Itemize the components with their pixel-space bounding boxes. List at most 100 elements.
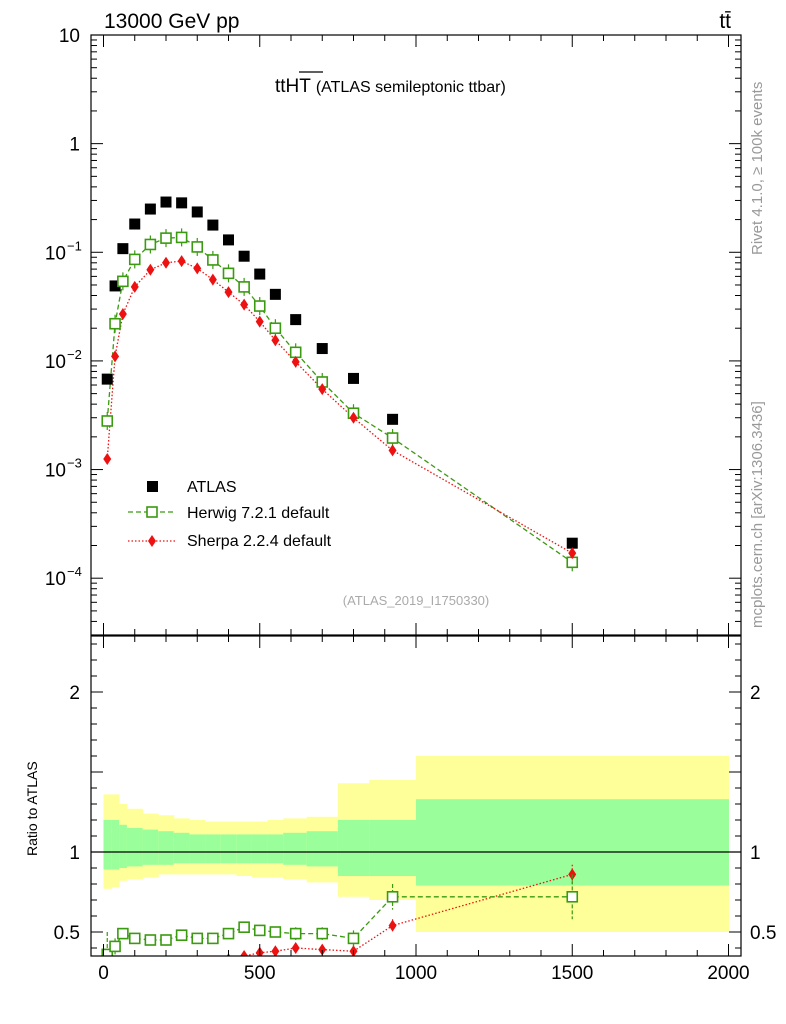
- sherpa-point: [255, 315, 264, 328]
- sherpa-ratio-point: [318, 943, 327, 956]
- sherpa-point: [146, 263, 155, 276]
- analysis-id: (ATLAS_2019_I1750330): [343, 593, 489, 608]
- sherpa-point: [111, 350, 120, 363]
- herwig-line: [106, 236, 573, 563]
- sherpa-ratio-point: [111, 971, 119, 983]
- atlas-point: [316, 343, 328, 355]
- y-tick-label-exponent: −4: [67, 564, 82, 579]
- sherpa-ratio-point: [146, 961, 154, 973]
- sherpa-point: [388, 444, 397, 457]
- legend-atlas-marker: [147, 481, 158, 492]
- sherpa-point: [118, 308, 127, 321]
- uncertainty-band-inner: [220, 834, 237, 864]
- atlas-point: [176, 197, 188, 209]
- ratio-y-tick-label-right: 2: [750, 683, 761, 704]
- uncertainty-band-inner: [236, 834, 253, 864]
- sherpa-point: [130, 280, 139, 293]
- sherpa-ratio-point: [240, 950, 249, 956]
- herwig-ratio-point: [566, 890, 579, 903]
- herwig-ratio-point: [144, 934, 157, 946]
- sherpa-ratio-point: [162, 961, 170, 973]
- herwig-point: [222, 267, 235, 280]
- herwig-point: [207, 254, 219, 266]
- atlas-point: [207, 219, 219, 231]
- herwig-point: [144, 238, 157, 251]
- process-label: tt̄: [719, 10, 731, 33]
- y-tick-label-exponent: −3: [67, 456, 82, 471]
- y-tick-label: 10: [45, 352, 66, 373]
- sherpa-point: [177, 255, 186, 268]
- herwig-point: [109, 317, 121, 330]
- y-tick-label-exponent: −2: [67, 347, 82, 362]
- x-tick-label: 2000: [707, 963, 749, 984]
- herwig-point: [269, 322, 282, 335]
- x-tick-label: 0: [98, 963, 109, 984]
- y-tick-label: 10: [59, 26, 80, 47]
- atlas-point: [160, 196, 172, 208]
- atlas-point: [117, 243, 129, 255]
- uncertainty-band-inner: [103, 820, 112, 870]
- ratio-y-tick-label: 0.5: [54, 923, 80, 944]
- sherpa-ratio-point: [291, 942, 300, 954]
- atlas-point: [566, 537, 578, 549]
- herwig-point: [289, 346, 302, 359]
- herwig-ratio-point: [386, 890, 399, 903]
- herwig-point: [253, 300, 266, 312]
- y-tick-label-exponent: −1: [67, 238, 82, 253]
- atlas-point: [269, 288, 281, 300]
- herwig-ratio-point: [289, 927, 302, 940]
- atlas-point: [348, 372, 359, 384]
- atlas-point: [387, 413, 399, 425]
- herwig-point: [128, 253, 141, 266]
- herwig-ratio-point: [238, 921, 250, 934]
- sherpa-point: [291, 355, 300, 368]
- herwig-ratio-point: [109, 940, 121, 953]
- sherpa-point: [162, 256, 170, 269]
- sherpa-point: [103, 453, 112, 466]
- legend-sherpa-marker: [148, 535, 156, 547]
- sherpa-point: [318, 383, 327, 396]
- uncertainty-band-inner: [111, 820, 120, 870]
- atlas-point: [191, 206, 203, 218]
- sherpa-ratio-point: [388, 919, 397, 932]
- herwig-ratio-point: [117, 927, 129, 940]
- herwig-point: [386, 432, 399, 444]
- sherpa-point: [240, 298, 249, 311]
- herwig-ratio-point: [128, 932, 141, 945]
- y-tick-label: 10: [45, 569, 66, 590]
- ratio-y-tick-label-right: 1: [750, 843, 761, 864]
- herwig-ratio-point: [253, 924, 266, 937]
- legend-herwig-marker: [146, 506, 158, 518]
- sherpa-point: [208, 273, 217, 286]
- uncertainty-band-inner: [251, 834, 269, 864]
- atlas-point: [109, 280, 121, 292]
- uncertainty-band-inner: [283, 832, 308, 865]
- herwig-point: [117, 275, 129, 288]
- legend: ATLAS Herwig 7.2.1 default Sherpa 2.2.4 …: [128, 479, 332, 550]
- sherpa-point: [349, 411, 358, 424]
- mcplots-label: mcplots.cern.ch [arXiv:1306.3436]: [749, 401, 766, 628]
- sherpa-point: [271, 334, 280, 347]
- herwig-ratio-point: [222, 927, 235, 940]
- sherpa-point: [224, 286, 233, 299]
- herwig-point: [238, 281, 250, 293]
- sherpa-ratio-point: [193, 958, 201, 970]
- x-tick-label: 1500: [551, 963, 593, 984]
- uncertainty-band-inner: [119, 824, 128, 868]
- sherpa-point: [193, 262, 202, 275]
- y-tick-label: 10: [45, 243, 66, 264]
- x-tick-label: 1000: [395, 963, 437, 984]
- atlas-point: [238, 250, 250, 262]
- sherpa-ratio-point: [209, 956, 217, 968]
- energy-label: 13000 GeV pp: [104, 10, 239, 33]
- herwig-ratio-point: [207, 932, 219, 945]
- atlas-point: [223, 234, 234, 246]
- sherpa-ratio-point: [271, 945, 280, 956]
- uncertainty-band-inner: [126, 828, 144, 867]
- ratio-ylabel: Ratio to ATLAS: [24, 761, 40, 856]
